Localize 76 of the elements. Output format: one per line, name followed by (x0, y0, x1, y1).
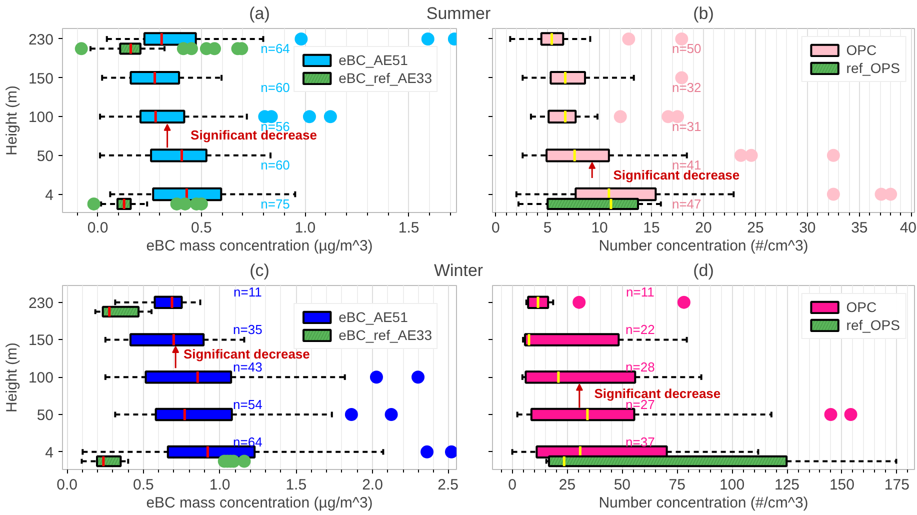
x-tick-label: 1.5 (398, 220, 420, 236)
x-tick-label: 30 (799, 220, 816, 236)
annotation: n=75 (260, 196, 290, 212)
annotation: n=11 (234, 284, 262, 300)
chart-title: (c) (250, 261, 270, 280)
annotation: n=64 (233, 434, 262, 450)
annotation: n=32 (672, 80, 702, 96)
x-tick-label: 1.5 (286, 476, 307, 494)
x-tick-label: 35 (851, 220, 868, 236)
chart-title: (a) (249, 4, 270, 24)
y-tick-label: 50 (36, 148, 54, 165)
annotation: n=37 (626, 434, 655, 450)
x-tick-label: 5 (543, 220, 552, 236)
x-axis-title: eBC mass concentration (µg/m^3) (146, 238, 373, 254)
x-axis-title: Number concentration (#/cm^3) (598, 494, 808, 512)
x-tick-label: 1.0 (209, 476, 230, 494)
x-tick-label: 0 (491, 220, 500, 236)
chart-subtitle: Summer (426, 4, 491, 24)
x-tick-label: 50 (614, 476, 631, 494)
x-tick-label: 125 (774, 476, 800, 494)
x-tick-label: 0 (508, 476, 516, 494)
y-tick-label: 150 (28, 332, 54, 350)
x-tick-label: 100 (720, 476, 745, 494)
chart-subtitle: Winter (434, 261, 484, 280)
legend-label: ref_OPS (846, 60, 900, 76)
x-tick-label: 175 (884, 476, 910, 494)
annotation: n=43 (233, 360, 262, 375)
x-tick-label: 15 (643, 220, 660, 236)
annotation: n=54 (233, 396, 262, 412)
annotation: n=50 (672, 41, 702, 56)
x-tick-label: 2.5 (438, 476, 459, 494)
annotation: Significant decrease (594, 386, 721, 402)
y-tick-label: 230 (28, 294, 54, 312)
x-axis-title: eBC mass concentration (µg/m^3) (146, 494, 373, 512)
y-tick-label: 4 (45, 186, 54, 204)
chart-title: (d) (693, 261, 714, 280)
annotation: n=22 (626, 322, 655, 338)
annotation: n=35 (233, 322, 262, 338)
x-axis-title: Number concentration (#/cm^3) (598, 238, 808, 254)
legend-label: OPC (846, 42, 877, 58)
x-tick-label: 1.0 (294, 220, 316, 236)
legend-label: OPC (846, 299, 877, 315)
y-tick-label: 100 (28, 109, 54, 126)
x-tick-label: 75 (668, 476, 686, 494)
x-tick-label: 0.5 (133, 476, 154, 494)
annotation: n=28 (626, 360, 655, 375)
x-tick-label: 25 (747, 220, 764, 236)
x-tick-label: 0.0 (87, 220, 108, 236)
annotation: n=11 (626, 284, 654, 300)
y-axis-title: Height (m) (3, 85, 20, 156)
annotation: n=60 (260, 80, 290, 96)
y-tick-label: 4 (45, 444, 54, 462)
x-tick-label: 40 (900, 220, 917, 236)
y-tick-label: 50 (36, 407, 54, 424)
legend-label: ref_OPS (846, 317, 900, 333)
x-tick-label: 10 (591, 220, 608, 236)
annotation: n=64 (260, 41, 290, 56)
x-tick-label: 2.0 (362, 476, 383, 494)
x-tick-label: 150 (829, 476, 854, 494)
chart-title: (b) (693, 4, 714, 24)
x-tick-label: 25 (558, 476, 576, 494)
x-tick-label: 20 (695, 220, 712, 236)
legend-label: eBC_AE51 (338, 52, 408, 68)
legend-label: eBC_ref_AE33 (338, 70, 432, 86)
annotation: Significant decrease (183, 346, 310, 362)
annotation: n=47 (672, 196, 702, 212)
legend-label: eBC_ref_AE33 (338, 327, 432, 343)
y-axis-title: Height (m) (3, 342, 20, 413)
y-tick-label: 230 (28, 31, 54, 48)
annotation: n=31 (672, 118, 702, 134)
x-tick-label: 0.5 (191, 220, 212, 236)
x-tick-label: 0.0 (56, 476, 78, 494)
legend-label: eBC_AE51 (338, 309, 408, 325)
annotation: n=60 (260, 158, 290, 173)
y-tick-label: 150 (28, 70, 54, 88)
y-tick-label: 100 (28, 370, 54, 387)
